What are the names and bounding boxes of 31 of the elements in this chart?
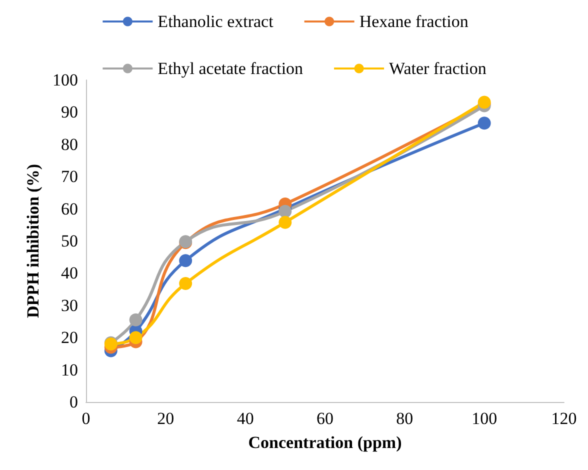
y-tick-label: 100 — [52, 70, 78, 90]
y-tick-label: 10 — [61, 360, 78, 380]
y-tick-label: 70 — [61, 167, 78, 186]
x-tick-label: 120 — [551, 409, 577, 428]
y-tick-label: 20 — [61, 328, 78, 348]
x-tick-label: 100 — [472, 409, 498, 428]
x-axis-title: Concentration (ppm) — [248, 433, 402, 452]
legend-label: Water fraction — [389, 59, 487, 78]
y-tick-label: 50 — [61, 232, 78, 250]
y-tick-label: 0 — [70, 392, 78, 412]
y-tick-label: 30 — [61, 296, 78, 315]
y-tick-label: 40 — [61, 264, 78, 283]
x-tick-label: 20 — [157, 409, 174, 428]
legend-label: Ethanolic extract — [158, 12, 274, 31]
x-tick-label: 40 — [236, 409, 254, 428]
point — [478, 116, 491, 130]
x-tick-label: 80 — [396, 409, 414, 428]
point — [129, 313, 142, 326]
point — [179, 254, 192, 268]
point — [278, 216, 292, 229]
legend-label: Ethyl acetate fraction — [158, 59, 304, 78]
legend-label: Hexane fraction — [359, 12, 469, 31]
point — [179, 277, 192, 290]
y-axis-title: DPPH inhibition (%) — [24, 164, 43, 318]
x-tick-label: 0 — [82, 409, 90, 428]
y-tick-label: 80 — [61, 134, 78, 154]
point — [278, 204, 292, 218]
point — [129, 331, 142, 344]
x-tick-label: 60 — [316, 409, 334, 428]
y-tick-label: 90 — [61, 102, 78, 122]
y-tick-label: 60 — [61, 199, 78, 218]
